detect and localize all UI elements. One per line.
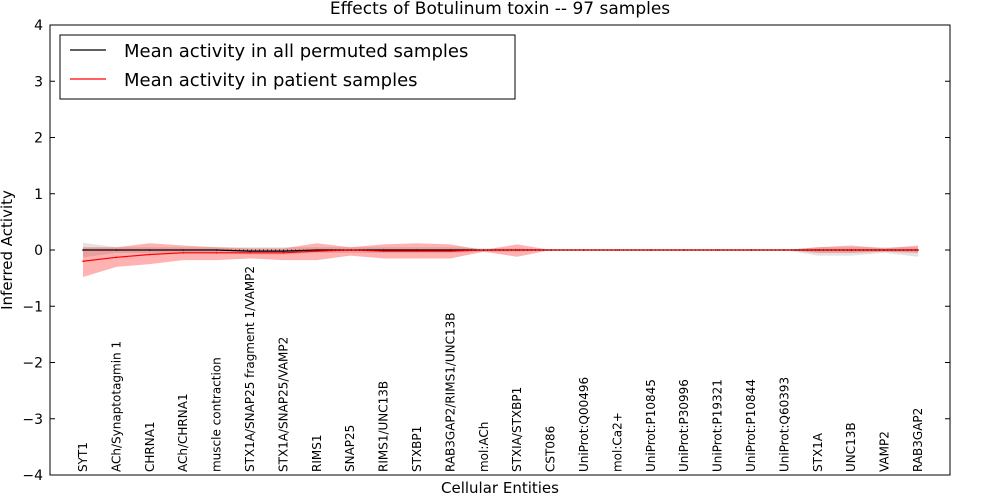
x-axis-label: Cellular Entities: [441, 479, 559, 497]
band-patient: [83, 243, 918, 277]
data-point: [382, 250, 385, 252]
data-point: [215, 252, 218, 254]
data-point: [282, 252, 285, 254]
x-tick-label: SNAP25: [343, 425, 357, 472]
data-point: [316, 250, 318, 252]
x-tick-label: RIMS1/UNC13B: [377, 381, 391, 472]
legend-frame: [59, 34, 516, 100]
x-tick-label: STX1A: [811, 432, 825, 472]
data-point: [115, 256, 118, 259]
data-point: [249, 250, 251, 252]
x-tick-label: ACh/Synaptotagmin 1: [109, 341, 123, 472]
x-tick-label: STXBP1: [410, 426, 424, 472]
data-point: [416, 250, 418, 252]
data-point: [516, 249, 518, 251]
y-tick-label: −2: [22, 356, 43, 372]
x-tick-label: RAB3GAP2: [911, 408, 925, 472]
data-point: [282, 250, 285, 252]
y-tick-label: 2: [34, 131, 43, 147]
x-tick-label: RIMS1: [310, 435, 324, 472]
legend-label-patient: Mean activity in patient samples: [124, 70, 418, 91]
legend: Mean activity in all permuted samples Me…: [59, 34, 516, 100]
x-tick-label: mol:ACh: [477, 422, 491, 472]
data-point: [182, 252, 184, 254]
x-tick-label: RAB3GAP2/RIMS1/UNC13B: [443, 312, 457, 472]
data-point: [316, 249, 318, 251]
x-tick-label: VAMP2: [878, 431, 892, 472]
x-tick-label: UniProt:P19321: [711, 379, 725, 472]
line-patient: [82, 249, 918, 262]
data-point: [616, 249, 619, 251]
x-tick-label: CHRNA1: [143, 421, 157, 472]
data-point: [716, 249, 719, 251]
x-tick-label: UNC13B: [844, 422, 858, 472]
x-tick-label: STXIA/STXBP1: [510, 387, 524, 472]
x-tick-label: UniProt:P10845: [644, 379, 658, 472]
x-tick-label: SYT1: [76, 442, 90, 472]
y-tick-label: 1: [34, 187, 43, 203]
data-point: [149, 249, 151, 251]
data-point: [917, 249, 919, 251]
data-point: [817, 249, 819, 251]
y-tick-label: 3: [34, 74, 43, 90]
y-tick-label: −3: [22, 412, 43, 428]
y-tick-label: −1: [22, 299, 43, 315]
y-tick-label: −4: [22, 468, 43, 484]
x-tick-label: ACh/CHRNA1: [176, 393, 190, 472]
data-point: [449, 249, 452, 251]
data-point: [249, 252, 251, 254]
x-tick-label: STX1A/SNAP25/VAMP2: [276, 337, 290, 472]
x-tick-label: STX1A/SNAP25 fragment 1/VAMP2: [243, 266, 257, 472]
y-tick-label: 4: [34, 18, 43, 34]
x-tick-label: CST086: [544, 426, 558, 472]
x-tick-label: mol:Ca2+: [610, 412, 624, 472]
data-point: [349, 249, 352, 251]
data-point: [215, 249, 218, 251]
x-tick-label: UniProt:P10844: [744, 379, 758, 472]
data-point: [416, 249, 418, 251]
x-tick-label: UniProt:Q60393: [777, 377, 791, 472]
data-point: [449, 250, 452, 252]
x-tick-label: UniProt:Q00496: [577, 377, 591, 472]
legend-label-permuted: Mean activity in all permuted samples: [124, 41, 468, 62]
x-tick-label: UniProt:P30996: [677, 379, 691, 472]
y-tick-label: 0: [34, 243, 43, 259]
data-point: [82, 260, 84, 263]
data-point: [149, 253, 151, 256]
y-axis-label: Inferred Activity: [0, 190, 16, 310]
data-point: [883, 249, 886, 251]
x-tick-label: muscle contraction: [210, 357, 224, 472]
chart-title: Effects of Botulinum toxin -- 97 samples: [330, 0, 670, 19]
